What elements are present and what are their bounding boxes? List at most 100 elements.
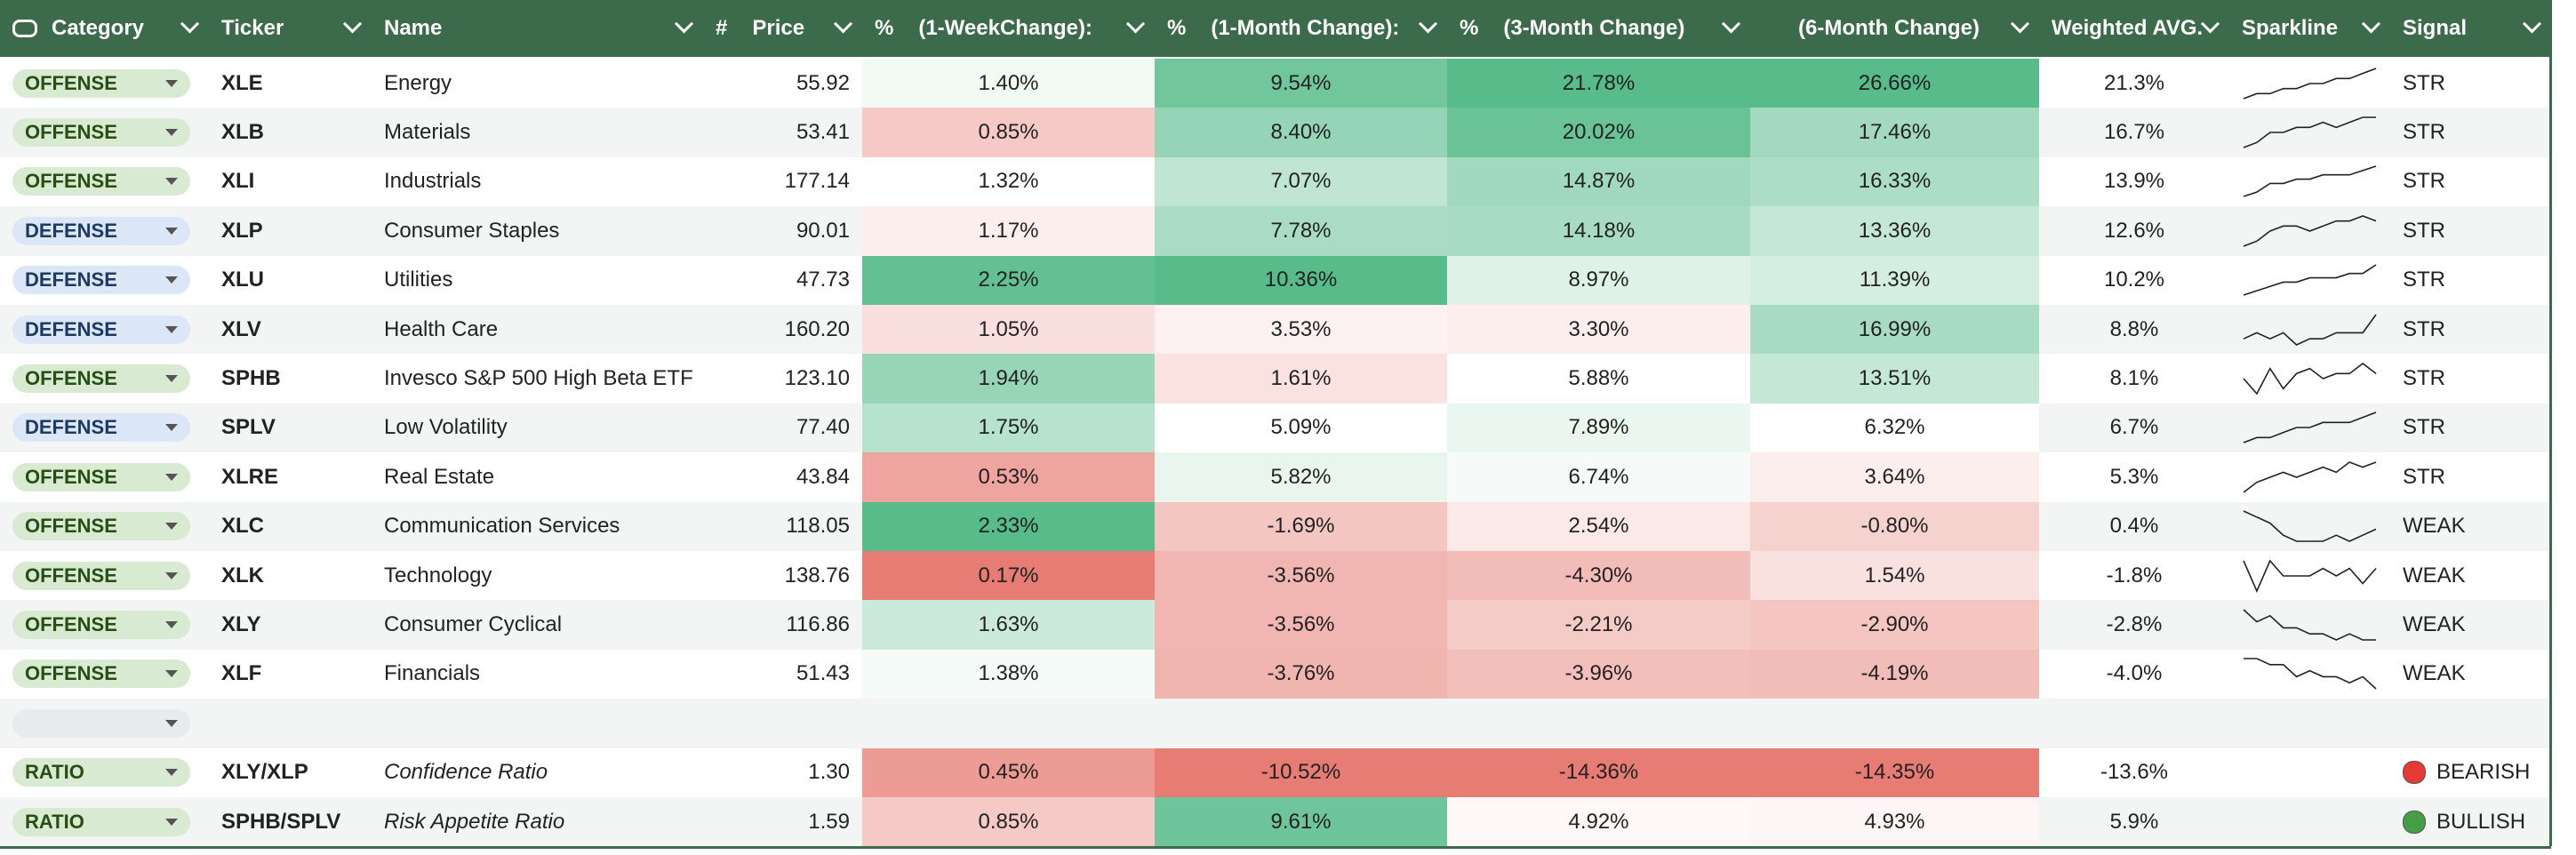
dropdown-chevron[interactable] xyxy=(674,13,694,33)
week1-cell: 1.05% xyxy=(862,305,1155,355)
month3-cell: 3.30% xyxy=(1447,305,1750,355)
dropdown-chevron[interactable] xyxy=(2010,13,2030,33)
category-label: DEFENSE xyxy=(25,416,117,439)
signal: BEARISH xyxy=(2436,760,2531,785)
dropdown-chevron[interactable] xyxy=(1418,13,1438,33)
week1: 1.38% xyxy=(978,661,1039,686)
weighted: 8.8% xyxy=(2109,316,2159,341)
dropdown-arrow xyxy=(165,276,178,284)
category-cell: OFFENSE xyxy=(0,354,209,403)
dropdown-arrow xyxy=(165,523,178,531)
header-label: Price xyxy=(752,16,805,40)
price-cell: 177.14 xyxy=(703,157,862,206)
category-label: OFFENSE xyxy=(25,515,117,538)
signal: WEAK xyxy=(2403,563,2466,587)
signal-cell: WEAK xyxy=(2390,502,2551,551)
month1-cell: 7.78% xyxy=(1155,206,1447,256)
category-pill[interactable]: RATIO xyxy=(12,807,190,836)
month6: 16.99% xyxy=(1858,316,1932,341)
category-pill[interactable]: DEFENSE xyxy=(12,315,190,344)
ticker: XLY xyxy=(221,612,261,637)
sparkline xyxy=(2243,165,2377,198)
category-label: OFFENSE xyxy=(25,170,117,193)
month3-cell: -3.96% xyxy=(1447,649,1750,699)
category-cell: DEFENSE xyxy=(0,256,209,305)
ticker-cell: XLK xyxy=(209,551,372,600)
category-pill[interactable]: OFFENSE xyxy=(12,167,190,196)
weighted: 12.6% xyxy=(2103,218,2165,243)
price: 77.40 xyxy=(796,415,850,440)
weighted: 6.7% xyxy=(2109,415,2159,440)
dropdown-arrow xyxy=(165,129,178,137)
price: 138.76 xyxy=(784,563,850,587)
category-pill[interactable]: OFFENSE xyxy=(12,118,190,148)
header-label: (1-Month Change): xyxy=(1211,16,1400,40)
price: 116.86 xyxy=(786,612,850,637)
category-pill[interactable]: OFFENSE xyxy=(12,561,190,590)
month3-cell: 14.18% xyxy=(1447,206,1750,256)
category-pill[interactable]: DEFENSE xyxy=(12,413,190,443)
week1-cell: 1.17% xyxy=(862,206,1155,256)
dropdown-arrow xyxy=(165,621,178,629)
weighted: 10.2% xyxy=(2103,268,2165,292)
empty-pill[interactable] xyxy=(12,708,190,738)
category-pill[interactable]: OFFENSE xyxy=(12,611,190,640)
category-pill[interactable]: RATIO xyxy=(12,758,190,787)
dropdown-chevron[interactable] xyxy=(1125,13,1146,33)
month3: 14.18% xyxy=(1562,218,1636,243)
price-cell: 123.10 xyxy=(703,354,862,403)
month3-cell: 2.54% xyxy=(1447,501,1750,551)
category-pill[interactable]: DEFENSE xyxy=(12,216,190,245)
signal-dot xyxy=(2403,810,2426,834)
dropdown-chevron[interactable] xyxy=(2361,13,2381,33)
type-prefix: # xyxy=(716,16,728,40)
dropdown-chevron[interactable] xyxy=(180,13,200,33)
signal-cell: WEAK xyxy=(2390,551,2551,600)
month1: -1.69% xyxy=(1267,514,1335,539)
weighted: 21.3% xyxy=(2103,70,2165,95)
ticker: XLK xyxy=(221,563,264,587)
month3: 7.89% xyxy=(1568,415,1629,440)
dropdown-chevron[interactable] xyxy=(833,13,853,33)
month1-cell: 9.54% xyxy=(1155,59,1447,108)
dropdown-chevron[interactable] xyxy=(2522,13,2542,33)
category-pill[interactable]: OFFENSE xyxy=(12,364,190,394)
category-pill[interactable]: OFFENSE xyxy=(12,462,190,491)
month6-cell: -14.35% xyxy=(1750,747,2039,797)
category-pill[interactable]: OFFENSE xyxy=(12,512,190,541)
category-pill[interactable]: OFFENSE xyxy=(12,659,190,689)
dropdown-chevron[interactable] xyxy=(2200,13,2220,33)
month1: 3.53% xyxy=(1270,316,1332,341)
dropdown-arrow xyxy=(165,227,178,235)
dropdown-chevron[interactable] xyxy=(342,13,363,33)
name: Energy xyxy=(384,70,452,95)
month1-cell: 7.07% xyxy=(1155,156,1447,207)
week1: 0.85% xyxy=(978,120,1039,145)
category-pill[interactable]: OFFENSE xyxy=(12,68,190,98)
week1-cell: 2.33% xyxy=(862,501,1155,551)
month3: -4.30% xyxy=(1564,563,1633,587)
sparkline xyxy=(2244,658,2377,691)
month1-cell: -1.69% xyxy=(1155,501,1447,551)
row-bg xyxy=(0,699,2551,748)
week1-cell: 0.85% xyxy=(862,108,1155,157)
ticker: XLB xyxy=(221,120,264,145)
month3: 5.88% xyxy=(1568,366,1629,391)
signal-cell: STR xyxy=(2390,59,2551,108)
sparkline-cell xyxy=(2229,551,2390,600)
sparkline xyxy=(2243,559,2377,593)
name: Industrials xyxy=(384,169,482,194)
week1: 2.25% xyxy=(978,268,1039,292)
weighted: 5.9% xyxy=(2109,809,2159,834)
signal: BULLISH xyxy=(2436,809,2526,834)
sparkline-cell xyxy=(2229,650,2390,699)
type-prefix: % xyxy=(875,16,894,40)
week1-cell: 1.40% xyxy=(862,59,1155,108)
header-cell: % (1-WeekChange): xyxy=(862,0,1155,57)
dropdown-chevron[interactable] xyxy=(1721,13,1741,33)
sparkline-line xyxy=(2243,116,2376,148)
category-pill[interactable]: DEFENSE xyxy=(12,266,190,295)
sparkline-cell xyxy=(2229,206,2390,255)
sparkline xyxy=(2243,412,2377,444)
month3: 3.30% xyxy=(1568,316,1629,341)
